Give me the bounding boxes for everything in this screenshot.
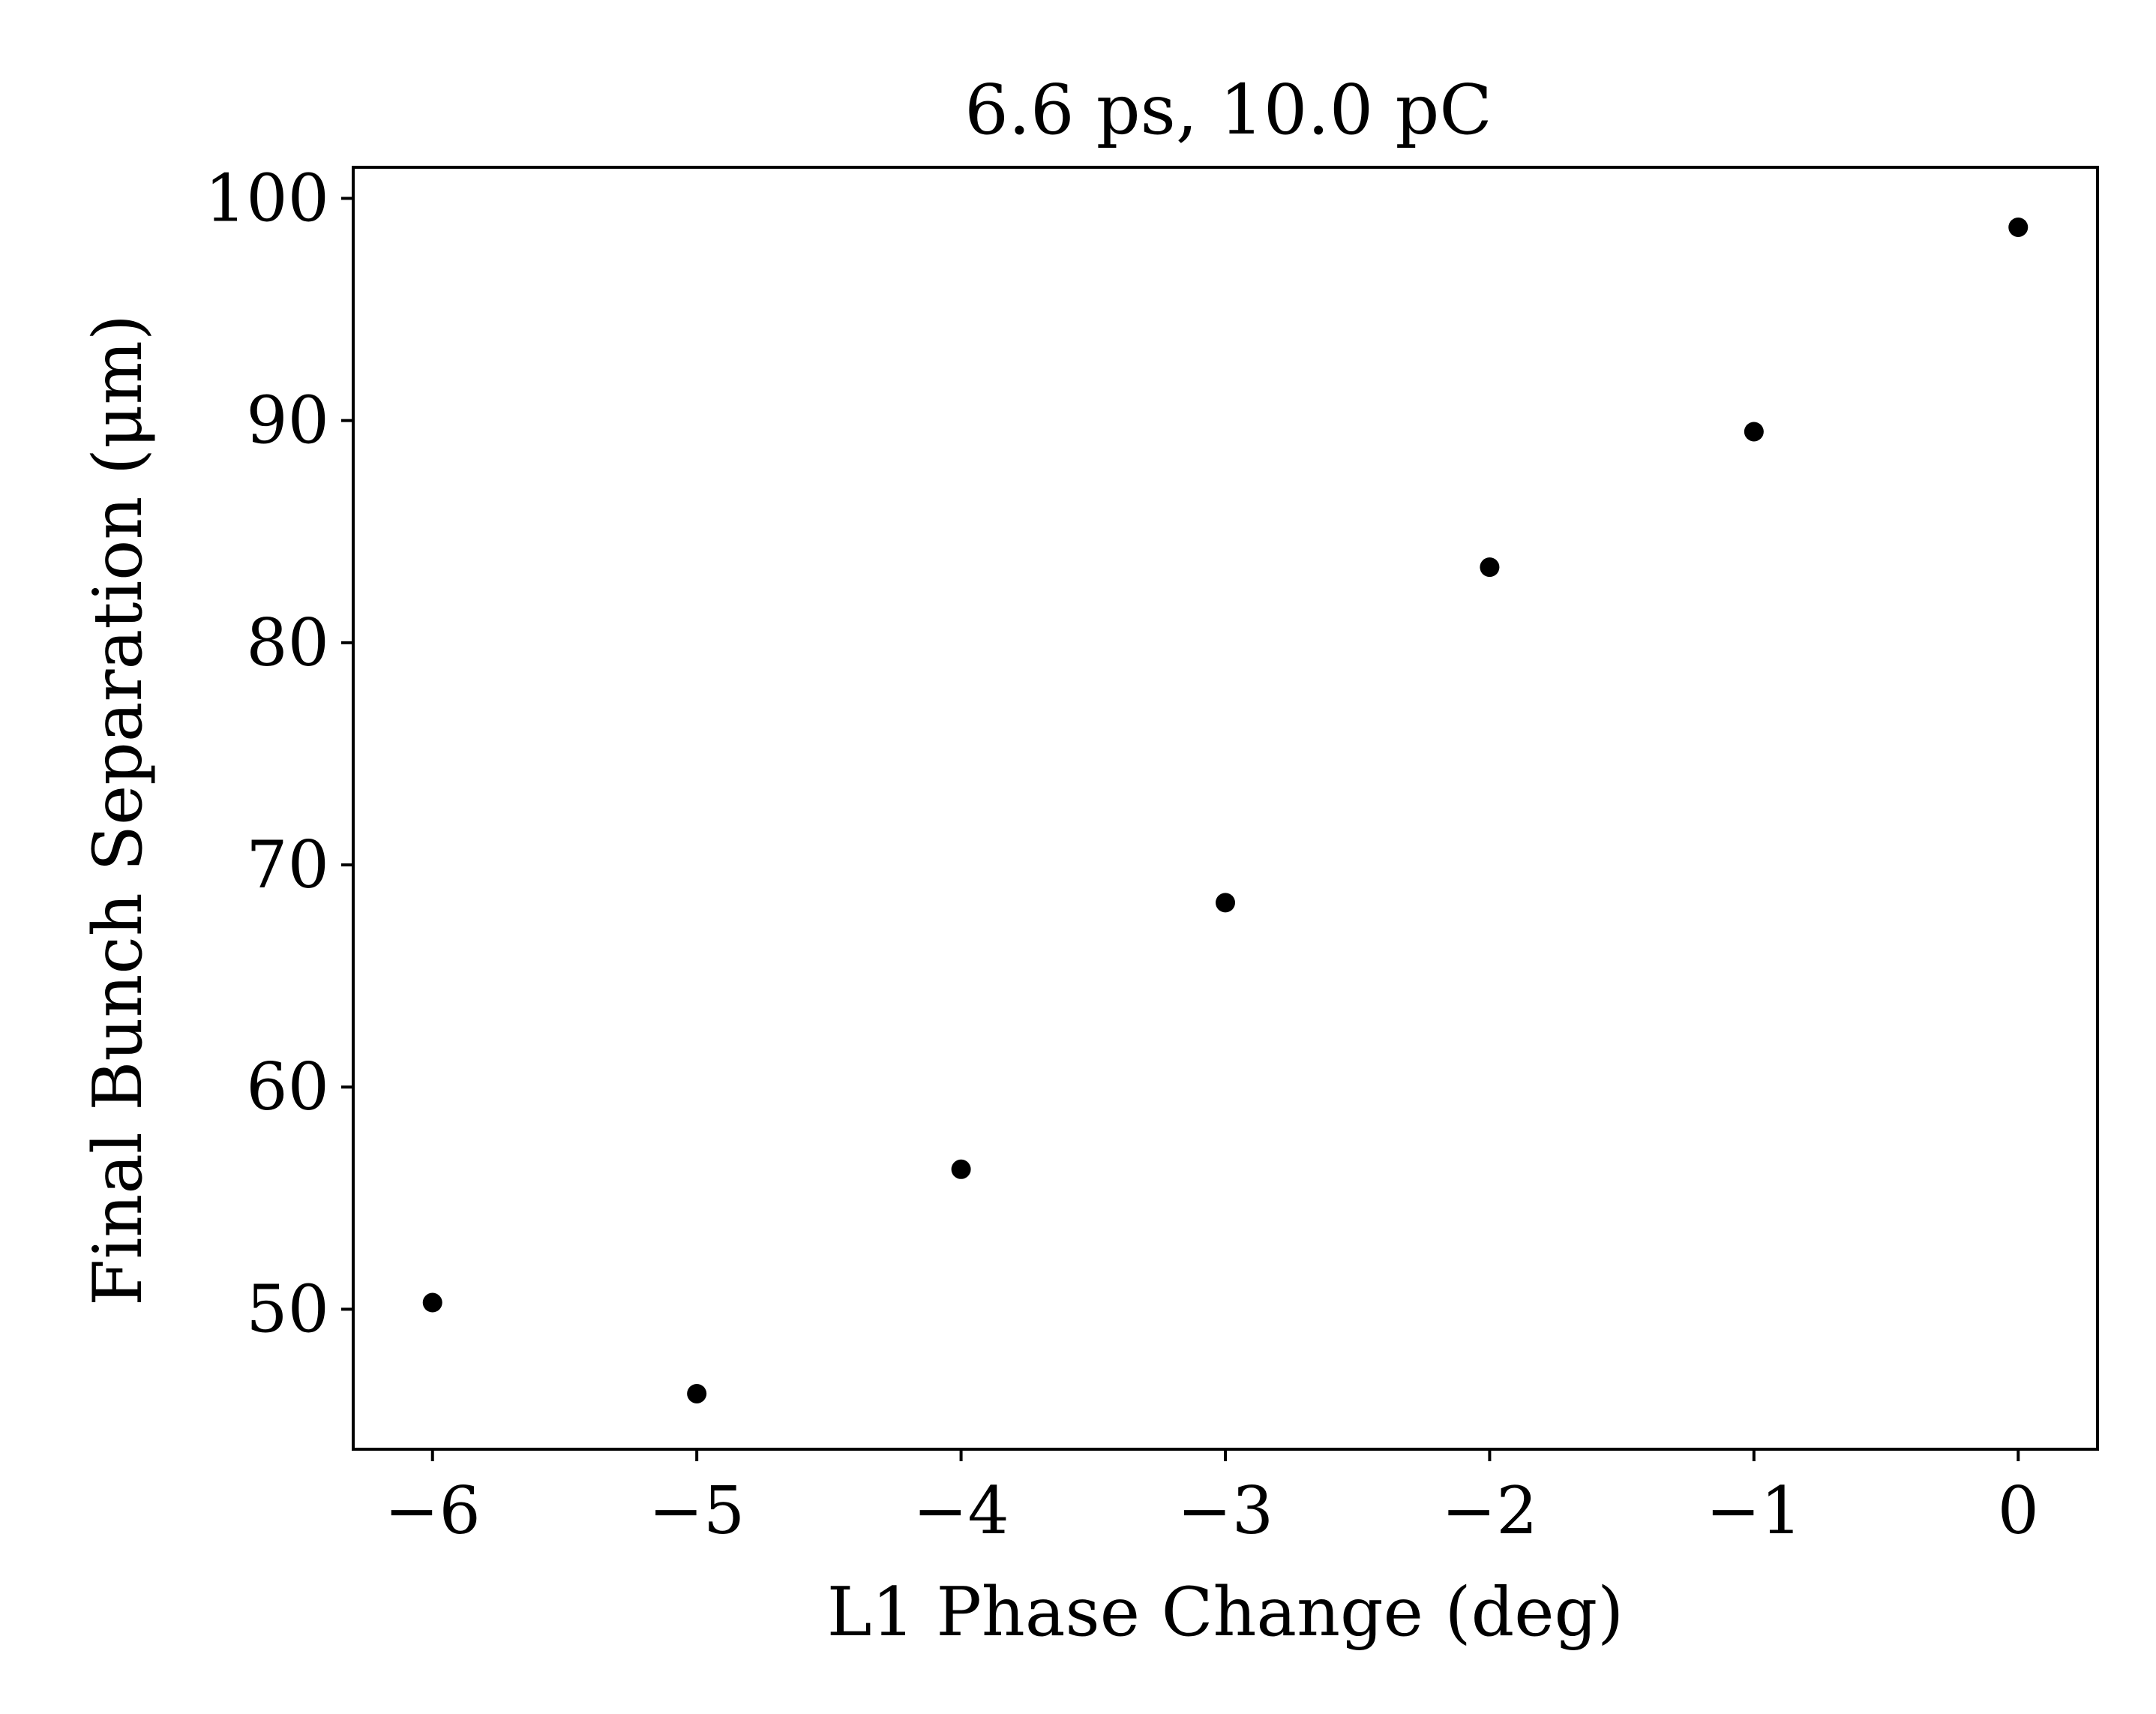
data-point [422, 1292, 442, 1313]
data-point [2008, 217, 2029, 237]
y-axis: 50 60 70 80 90 100 [205, 160, 353, 1347]
data-point [1744, 422, 1764, 442]
x-tick-label: −3 [1177, 1472, 1273, 1549]
x-tick-label: −6 [385, 1472, 481, 1549]
y-tick-label: 100 [205, 160, 329, 236]
chart-title: 6.6 ps, 10.0 pC [964, 70, 1492, 150]
plot-frame [352, 166, 2099, 1451]
y-tick-label: 60 [246, 1049, 329, 1125]
data-point [1480, 557, 1500, 578]
data-points [422, 217, 2029, 1403]
data-point [1216, 893, 1235, 913]
y-axis-label: Final Bunch Separation (μm) [79, 314, 157, 1306]
x-axis: −6 −5 −4 −3 −2 −1 0 [385, 1449, 2039, 1549]
x-tick-label: −4 [913, 1472, 1009, 1549]
y-tick-label: 70 [246, 827, 329, 903]
x-tick-label: −1 [1706, 1472, 1802, 1549]
y-tick-label: 80 [246, 605, 329, 681]
x-axis-label: L1 Phase Change (deg) [827, 1573, 1624, 1652]
x-tick-label: −2 [1441, 1472, 1537, 1549]
x-tick-label: 0 [1998, 1472, 2039, 1549]
x-tick-label: −5 [649, 1472, 745, 1549]
y-tick-label: 50 [246, 1271, 329, 1347]
y-tick-label: 90 [246, 383, 329, 459]
data-point [951, 1159, 971, 1179]
data-point [687, 1383, 707, 1403]
